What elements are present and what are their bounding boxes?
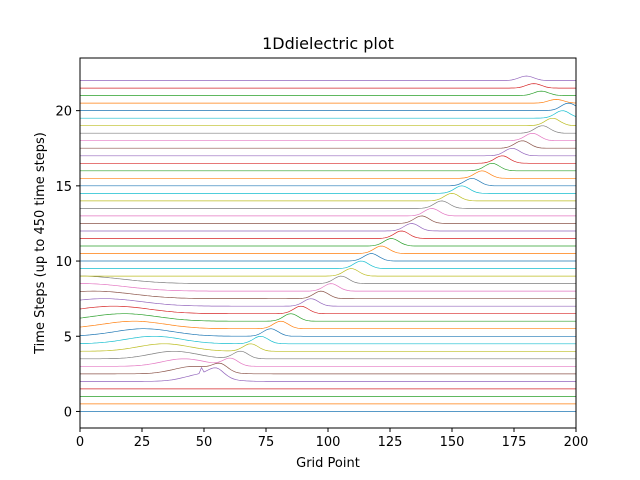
trace-line-41: [80, 99, 577, 104]
trace-line-42: [80, 90, 576, 96]
trace-line-11: [79, 320, 576, 330]
y-tick-label: 5: [64, 330, 72, 345]
trace-line-21: [80, 245, 576, 254]
y-tick-label: 15: [55, 180, 72, 195]
trace-line-15: [79, 290, 576, 300]
trace-line-32: [80, 162, 576, 172]
x-tick-label: 50: [196, 435, 213, 450]
trace-line-28: [80, 193, 576, 202]
trace-line-25: [80, 215, 576, 224]
trace-line-36: [80, 132, 576, 142]
trace-line-22: [80, 238, 576, 247]
trace-line-39: [80, 110, 577, 119]
trace-line-6: [80, 357, 576, 367]
x-axis-label: Grid Point: [296, 456, 360, 471]
x-tick-label: 150: [440, 435, 465, 450]
trace-line-44: [80, 75, 576, 81]
trace-line-35: [80, 140, 576, 149]
trace-line-27: [80, 200, 576, 209]
trace-line-24: [80, 223, 576, 232]
trace-line-30: [80, 177, 576, 187]
plot-frame: [79, 57, 577, 429]
trace-line-29: [80, 185, 576, 194]
trace-line-7: [80, 350, 576, 360]
trace-line-20: [80, 253, 576, 262]
y-tick-label: 0: [64, 405, 72, 420]
trace-group: [79, 75, 577, 412]
x-tick-label: 125: [378, 435, 403, 450]
y-axis-ticks: 0 5 10 15 20: [55, 105, 80, 420]
x-axis-ticks: 0 25 50 75 100 125 150 175 200: [76, 428, 589, 450]
trace-line-9: [79, 335, 576, 345]
trace-line-18: [80, 268, 576, 277]
trace-line-10: [79, 328, 576, 337]
trace-line-13: [79, 305, 576, 315]
trace-line-17: [80, 275, 576, 284]
trace-line-34: [80, 147, 576, 157]
chart-title: 1Ddielectric plot: [262, 34, 394, 53]
trace-line-33: [80, 155, 576, 164]
x-tick-label: 0: [76, 435, 84, 450]
trace-line-38: [80, 117, 577, 127]
x-tick-label: 200: [564, 435, 589, 450]
x-tick-label: 25: [134, 435, 151, 450]
y-axis-label: Time Steps (up to 450 time steps): [33, 132, 48, 355]
x-tick-label: 100: [316, 435, 341, 450]
trace-line-12: [79, 313, 576, 322]
trace-line-23: [80, 230, 576, 239]
trace-line-37: [80, 125, 576, 134]
trace-line-31: [80, 170, 576, 179]
y-tick-label: 20: [55, 105, 72, 120]
trace-line-8: [79, 343, 576, 352]
trace-line-14: [79, 298, 576, 307]
trace-line-19: [80, 260, 576, 269]
trace-line-5: [80, 362, 576, 375]
trace-line-16: [80, 283, 576, 292]
x-tick-label: 75: [258, 435, 275, 450]
trace-line-4: [80, 366, 576, 382]
y-tick-label: 10: [55, 255, 72, 270]
x-tick-label: 175: [502, 435, 527, 450]
trace-line-40: [80, 102, 577, 111]
trace-line-26: [80, 208, 576, 217]
trace-line-43: [80, 83, 576, 89]
